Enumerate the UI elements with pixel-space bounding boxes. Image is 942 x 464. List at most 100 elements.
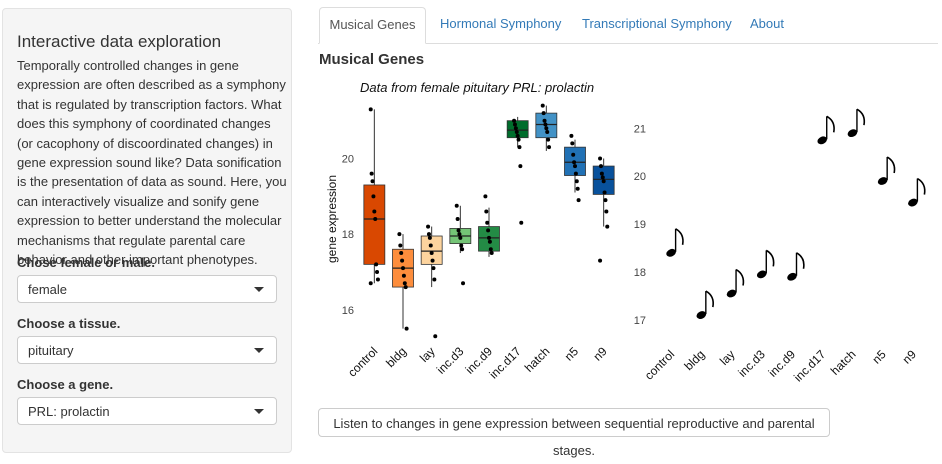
data-point [403, 285, 408, 290]
tissue-select[interactable]: pituitary [17, 336, 277, 364]
data-point [369, 171, 374, 176]
data-point [488, 247, 493, 252]
y-tick-label: 21 [634, 123, 646, 135]
data-point [489, 251, 494, 256]
chevron-down-icon [254, 287, 264, 292]
data-point [373, 217, 378, 221]
data-point [541, 111, 546, 116]
data-point [458, 235, 463, 240]
gene-select-value: PRL: prolactin [28, 404, 110, 419]
x-tick-label: inc.d3 [735, 347, 768, 380]
tab-transcriptional-symphony[interactable]: Transcriptional Symphony [582, 16, 732, 31]
data-point [547, 145, 552, 150]
note-flag [735, 268, 745, 286]
data-point [543, 122, 548, 127]
data-point [569, 133, 574, 138]
data-point [454, 203, 459, 208]
data-point [575, 186, 580, 191]
data-point [570, 141, 575, 146]
data-point [461, 281, 466, 286]
data-point [512, 118, 517, 123]
note-flag [856, 108, 866, 126]
data-point [427, 235, 432, 240]
y-tick-label: 19 [634, 219, 646, 231]
sex-select[interactable]: female [17, 275, 277, 303]
data-point [432, 277, 437, 282]
data-point [599, 171, 604, 176]
sidebar-panel: Interactive data exploration Temporally … [2, 8, 292, 453]
data-point [600, 175, 605, 180]
x-tick-label: inc.d17 [791, 347, 828, 384]
data-point [513, 126, 518, 131]
data-point [602, 190, 607, 195]
x-tick-label: control [642, 347, 677, 382]
tab-about[interactable]: About [750, 16, 784, 31]
data-point [371, 194, 376, 199]
data-point [573, 164, 577, 169]
sex-select-value: female [28, 282, 68, 297]
tab-bar: Musical Genes Hormonal Symphony Transcri… [318, 7, 938, 44]
data-point [426, 232, 431, 237]
data-point [605, 224, 610, 229]
data-point [375, 269, 380, 274]
x-tick-label: bldg [682, 347, 708, 373]
data-point [483, 194, 488, 199]
note-flag [826, 115, 835, 133]
x-tick-label: bldg [383, 344, 409, 370]
note-flag [675, 228, 684, 245]
x-tick-label: lay [417, 344, 438, 365]
data-point [512, 122, 517, 127]
sex-label: Chose female or male. [17, 255, 155, 270]
tissue-label: Choose a tissue. [17, 316, 121, 331]
note-flag [916, 177, 926, 195]
data-point [431, 266, 436, 271]
chevron-down-icon [254, 348, 264, 353]
data-point [460, 247, 465, 252]
box-lay [420, 235, 443, 265]
x-tick-label: hatch [828, 347, 859, 378]
tab-hormonal-symphony[interactable]: Hormonal Symphony [440, 16, 562, 31]
y-axis-label: gene expression [325, 175, 339, 263]
x-tick-label: inc.d3 [434, 344, 467, 377]
data-point [540, 103, 545, 108]
x-tick-label: n9 [900, 347, 920, 367]
data-point [576, 198, 581, 203]
data-point [400, 258, 405, 263]
data-point [401, 273, 406, 278]
data-point [402, 281, 407, 286]
gene-label: Choose a gene. [17, 377, 114, 392]
data-point [519, 220, 524, 225]
note-head [696, 311, 707, 319]
data-point [428, 243, 433, 248]
data-point [368, 281, 373, 286]
data-point [487, 235, 491, 240]
data-point [430, 258, 435, 263]
data-point [372, 209, 377, 214]
data-point [433, 334, 438, 339]
data-point [546, 137, 551, 142]
note-flag [796, 252, 805, 269]
data-point [514, 130, 519, 135]
data-point [571, 152, 576, 157]
data-point [459, 243, 464, 248]
listen-button[interactable]: Listen to changes in gene expression bet… [318, 408, 830, 458]
data-point [485, 220, 490, 225]
data-point [515, 133, 520, 138]
data-point [484, 209, 489, 214]
x-tick-label: n9 [590, 344, 610, 364]
tissue-select-value: pituitary [28, 343, 74, 358]
chevron-down-icon [254, 409, 264, 414]
chart-title: Data from female pituitary PRL: prolacti… [360, 80, 594, 95]
data-point [398, 243, 403, 248]
y-tick-label: 20 [342, 154, 354, 166]
x-tick-label: hatch [522, 344, 553, 375]
note-head [877, 177, 888, 185]
data-point [486, 228, 491, 233]
tab-musical-genes[interactable]: Musical Genes [319, 7, 426, 44]
data-point [374, 262, 379, 267]
data-point [426, 224, 431, 229]
note-flag [765, 249, 775, 267]
data-point [545, 130, 550, 135]
gene-select[interactable]: PRL: prolactin [17, 397, 277, 425]
